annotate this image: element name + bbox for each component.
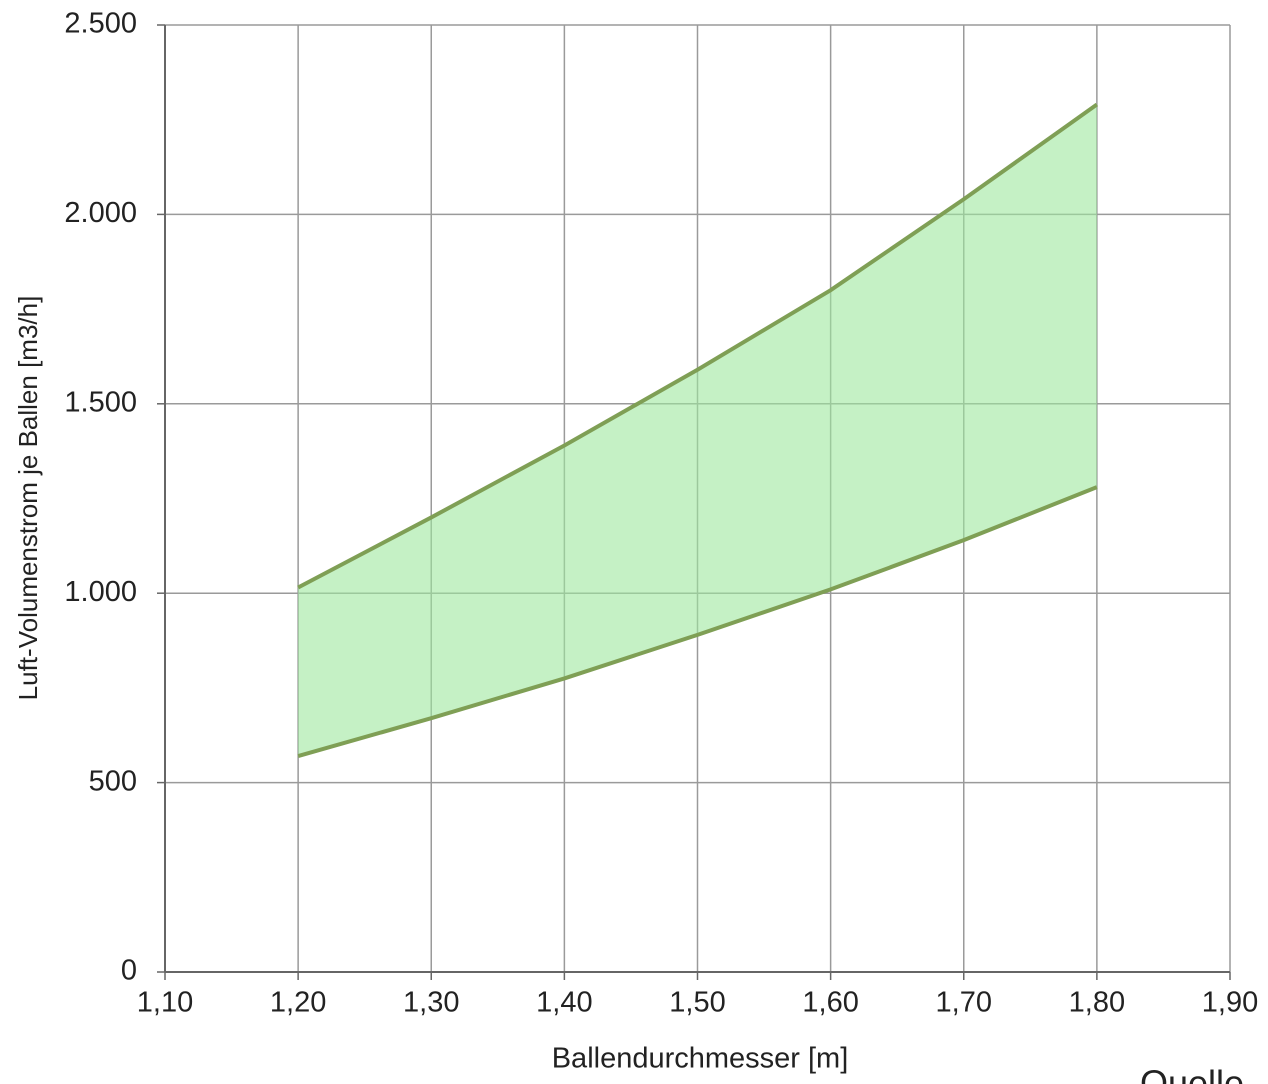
y-tick-label: 1.500 — [64, 386, 137, 418]
x-tick-label: 1,10 — [137, 987, 193, 1019]
y-tick-label: 2.500 — [64, 8, 137, 40]
x-axis-label: Ballendurchmesser [m] — [552, 1043, 849, 1075]
x-tick-label: 1,40 — [536, 987, 592, 1019]
y-tick-label: 2.000 — [64, 197, 137, 229]
y-axis-label: Luft-Volumenstrom je Ballen [m3/h] — [13, 296, 43, 701]
y-tick-label: 0 — [121, 955, 137, 987]
x-tick-label: 1,70 — [936, 987, 992, 1019]
x-tick-label: 1,60 — [802, 987, 858, 1019]
x-tick-label: 1,80 — [1069, 987, 1125, 1019]
x-tick-label: 1,20 — [270, 987, 326, 1019]
y-tick-label: 1.000 — [64, 576, 137, 608]
x-tick-label: 1,90 — [1202, 987, 1258, 1019]
y-tick-label: 500 — [89, 765, 137, 797]
annotation: Quelle — [1140, 1063, 1244, 1084]
x-tick-label: 1,30 — [403, 987, 459, 1019]
chart: Ballendurchmesser [m] Luft-Volumenstrom … — [0, 0, 1268, 1084]
x-tick-label: 1,50 — [669, 987, 725, 1019]
